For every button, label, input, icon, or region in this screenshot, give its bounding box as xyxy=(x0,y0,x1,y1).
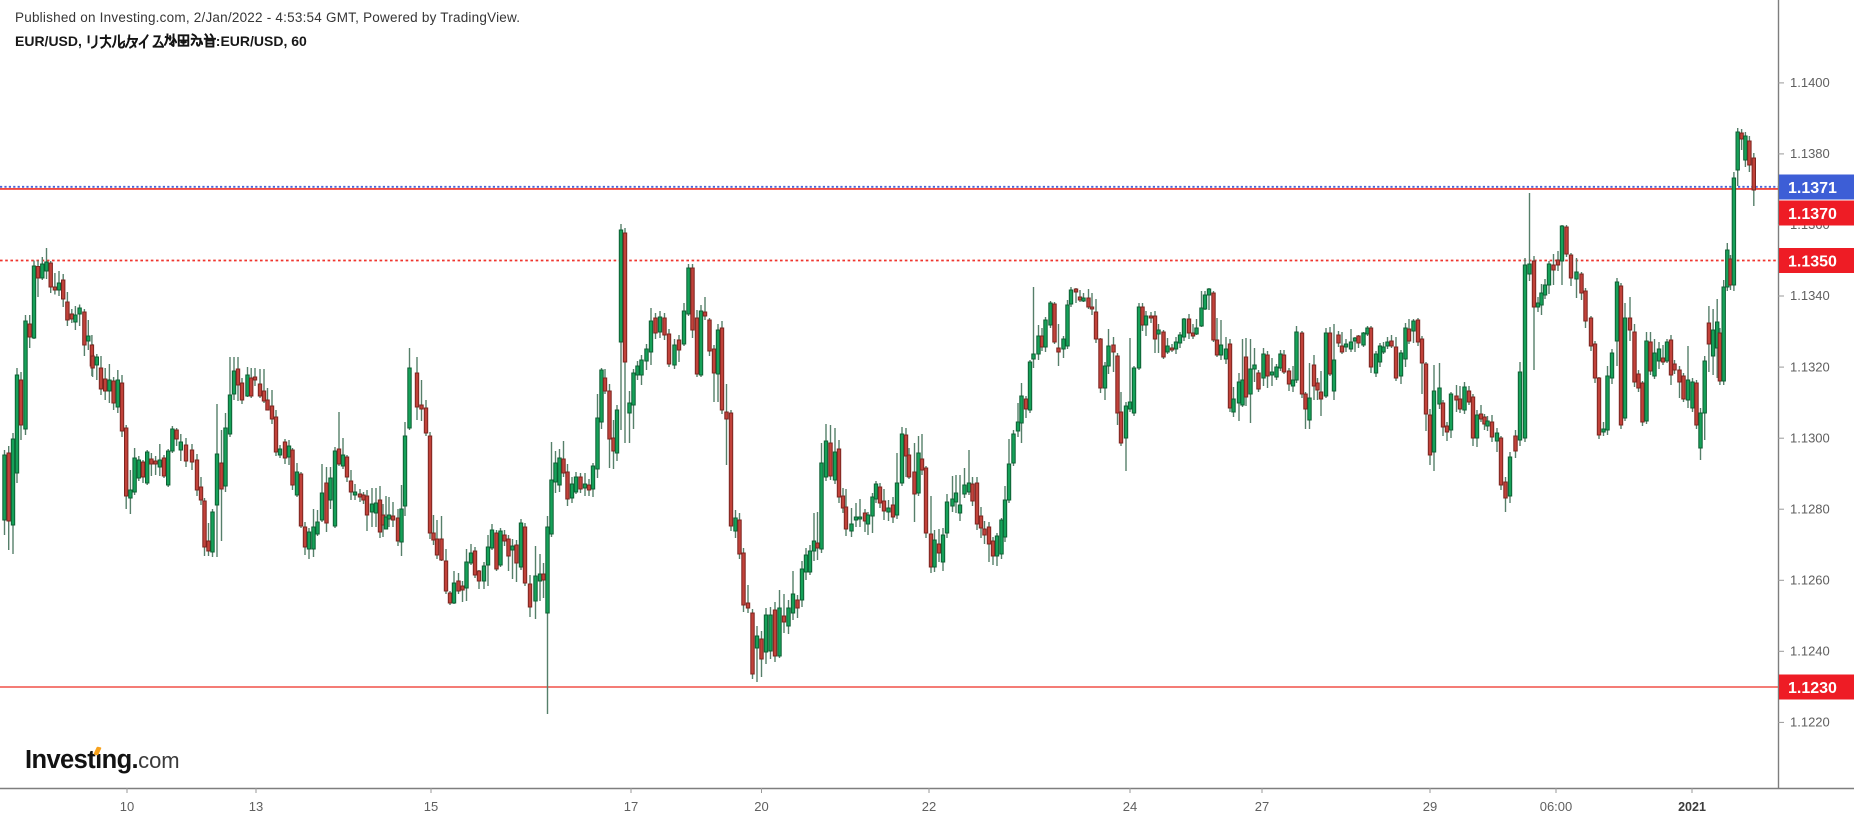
svg-text:1.1340: 1.1340 xyxy=(1790,288,1830,303)
svg-text:22: 22 xyxy=(922,799,936,814)
svg-text:29: 29 xyxy=(1423,799,1437,814)
svg-text:20: 20 xyxy=(754,799,768,814)
svg-text:1.1230: 1.1230 xyxy=(1788,680,1837,697)
svg-text:13: 13 xyxy=(249,799,263,814)
svg-text:1.1220: 1.1220 xyxy=(1790,715,1830,730)
svg-text:1.1240: 1.1240 xyxy=(1790,644,1830,659)
svg-text:27: 27 xyxy=(1255,799,1269,814)
svg-text:24: 24 xyxy=(1123,799,1137,814)
svg-text:1.1280: 1.1280 xyxy=(1790,501,1830,516)
svg-text:1.1320: 1.1320 xyxy=(1790,359,1830,374)
svg-text:2021: 2021 xyxy=(1678,800,1706,814)
svg-text:15: 15 xyxy=(424,799,438,814)
svg-text:1.1370: 1.1370 xyxy=(1788,206,1837,223)
svg-text:17: 17 xyxy=(624,799,638,814)
svg-text:1.1400: 1.1400 xyxy=(1790,75,1830,90)
svg-text:1.1380: 1.1380 xyxy=(1790,146,1830,161)
svg-text:1.1260: 1.1260 xyxy=(1790,573,1830,588)
svg-text:10: 10 xyxy=(120,799,134,814)
svg-text:1.1300: 1.1300 xyxy=(1790,430,1830,445)
svg-text:1.1350: 1.1350 xyxy=(1788,254,1837,271)
svg-text:1.1371: 1.1371 xyxy=(1788,180,1837,197)
svg-text:06:00: 06:00 xyxy=(1540,799,1573,814)
